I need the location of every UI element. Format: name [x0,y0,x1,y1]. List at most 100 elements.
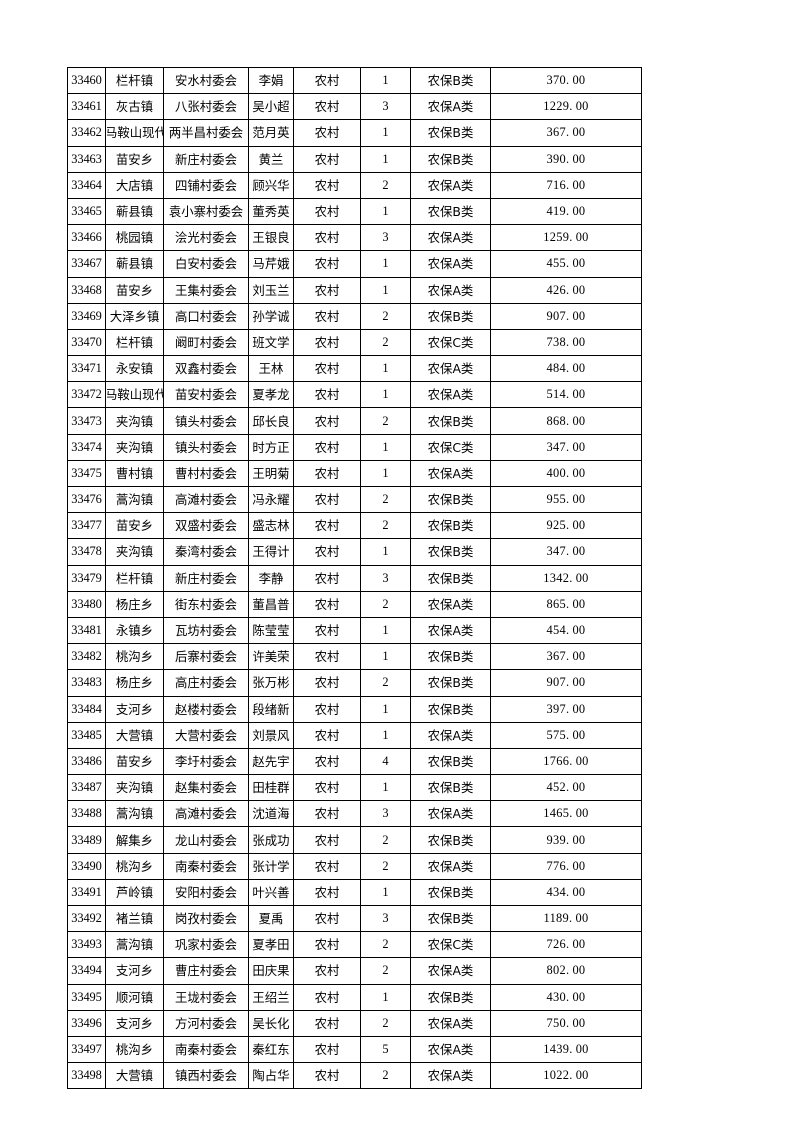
township-text: 曹村镇 [115,466,154,480]
cell-area-type: 农村 [293,800,361,828]
table-row: 33496 支河乡 方河村委会 吴长化 农村 2 农保A类 750. 00 [67,1009,642,1037]
cell-household-count: 2 [360,407,411,435]
cell-household-count: 1 [360,355,411,383]
cell-subsidy-category: 农保C类 [410,433,491,461]
cell-sequence-number: 33469 [67,302,106,330]
cell-person-name: 许美荣 [248,643,294,671]
cell-township: 蒿沟镇 [105,485,164,514]
cell-area-type: 农村 [293,328,361,357]
township-text: 大营镇 [115,1069,154,1083]
cell-subsidy-category: 农保A类 [410,800,491,828]
table-row: 33469 大泽乡镇 高口村委会 孙学诚 农村 2 农保B类 907. 00 [67,302,642,330]
cell-village-committee: 王集村委会 [163,276,249,304]
cell-subsidy-category: 农保A类 [410,1062,491,1090]
cell-household-count: 1 [360,643,411,671]
cell-area-type: 农村 [293,1009,361,1037]
cell-subsidy-category: 农保A类 [410,616,491,645]
cell-subsidy-category: 农保B类 [410,695,491,723]
cell-subsidy-category: 农保C类 [410,328,491,357]
township-text: 大营镇 [115,728,154,742]
cell-person-name: 盛志林 [248,512,294,540]
cell-area-type: 农村 [293,66,361,95]
cell-sequence-number: 33473 [67,407,106,435]
cell-subsidy-category: 农保B类 [410,197,491,226]
cell-township: 支河乡 [105,695,164,723]
cell-sequence-number: 33477 [67,512,106,540]
cell-village-committee: 龙山村委会 [163,826,249,854]
cell-area-type: 农村 [293,983,361,1011]
cell-household-count: 2 [360,590,411,618]
cell-amount: 1022. 00 [490,1062,642,1090]
cell-area-type: 农村 [293,512,361,540]
cell-amount: 750. 00 [490,1009,642,1037]
table-row: 33460 栏杆镇 安水村委会 李娟 农村 1 农保B类 370. 00 [67,66,642,95]
cell-township: 桃园镇 [105,224,164,252]
cell-household-count: 2 [360,328,411,357]
cell-amount: 1439. 00 [490,1035,642,1064]
township-text: 支河乡 [115,1016,154,1030]
cell-person-name: 冯永耀 [248,485,294,514]
cell-person-name: 田庆果 [248,957,294,985]
cell-village-committee: 双鑫村委会 [163,355,249,383]
cell-subsidy-category: 农保B类 [410,983,491,1011]
cell-village-committee: 四铺村委会 [163,171,249,199]
cell-person-name: 王绍兰 [248,983,294,1011]
cell-person-name: 张成功 [248,826,294,854]
table-row: 33473 夹沟镇 镇头村委会 邱长良 农村 2 农保B类 868. 00 [67,407,642,435]
cell-area-type: 农村 [293,852,361,880]
cell-township: 杨庄乡 [105,669,164,697]
cell-village-committee: 大营村委会 [163,721,249,749]
cell-household-count: 5 [360,1035,411,1064]
cell-subsidy-category: 农保B类 [410,826,491,854]
cell-household-count: 2 [360,1062,411,1090]
township-text: 顺河镇 [115,990,154,1004]
cell-area-type: 农村 [293,747,361,776]
cell-area-type: 农村 [293,826,361,854]
township-text: 蒿沟镇 [115,807,154,821]
cell-person-name: 段绪新 [248,695,294,723]
cell-subsidy-category: 农保B类 [410,878,491,907]
cell-township: 杨庄乡 [105,590,164,618]
table-row: 33491 芦岭镇 安阳村委会 叶兴善 农村 1 农保B类 434. 00 [67,878,642,907]
cell-subsidy-category: 农保B类 [410,512,491,540]
cell-subsidy-category: 农保A类 [410,1035,491,1064]
cell-sequence-number: 33491 [67,878,106,907]
cell-village-committee: 赵楼村委会 [163,695,249,723]
township-text: 大店镇 [115,178,154,192]
cell-amount: 434. 00 [490,878,642,907]
table-row: 33462马鞍山现代产业两半昌村委会范月英农村1农保B类367.00 [67,119,642,147]
cell-amount: 939. 00 [490,826,642,854]
cell-person-name: 张计学 [248,852,294,880]
township-text: 褚兰镇 [115,912,154,926]
table-row: 33489 解集乡 龙山村委会 张成功 农村 2 农保B类 939. 00 [67,826,642,854]
cell-area-type: 农村 [293,224,361,252]
cell-amount: 1342. 00 [490,564,642,592]
township-text: 芦岭镇 [115,885,154,899]
table-row: 33483 杨庄乡 高庄村委会 张万彬 农村 2 农保B类 907. 00 [67,669,642,697]
cell-township: 曹村镇 [105,459,164,488]
cell-household-count: 1 [360,250,411,278]
cell-area-type: 农村 [293,538,361,566]
cell-household-count: 2 [360,957,411,985]
cell-amount: 868. 00 [490,407,642,435]
cell-area-type: 农村 [293,485,361,514]
township-text: 支河乡 [115,964,154,978]
cell-subsidy-category: 农保A类 [410,459,491,488]
cell-person-name: 赵先宇 [248,747,294,776]
cell-subsidy-category: 农保A类 [410,276,491,304]
cell-amount: 955. 00 [490,485,642,514]
cell-household-count: 2 [360,485,411,514]
table-row: 33467 蕲县镇 白安村委会 马芹娥 农村 1 农保A类 455. 00 [67,250,642,278]
cell-subsidy-category: 农保B类 [410,774,491,802]
cell-subsidy-category: 农保A类 [410,1009,491,1037]
cell-person-name: 李娟 [248,66,294,95]
cell-sequence-number: 33465 [67,197,106,226]
cell-person-name: 顾兴华 [248,171,294,199]
cell-amount: 370. 00 [490,66,642,95]
cell-amount: 716. 00 [490,171,642,199]
cell-household-count: 1 [360,459,411,488]
cell-township: 夹沟镇 [105,538,164,566]
cell-township: 大店镇 [105,171,164,199]
cell-amount: 776. 00 [490,852,642,880]
cell-sequence-number: 33487 [67,774,106,802]
